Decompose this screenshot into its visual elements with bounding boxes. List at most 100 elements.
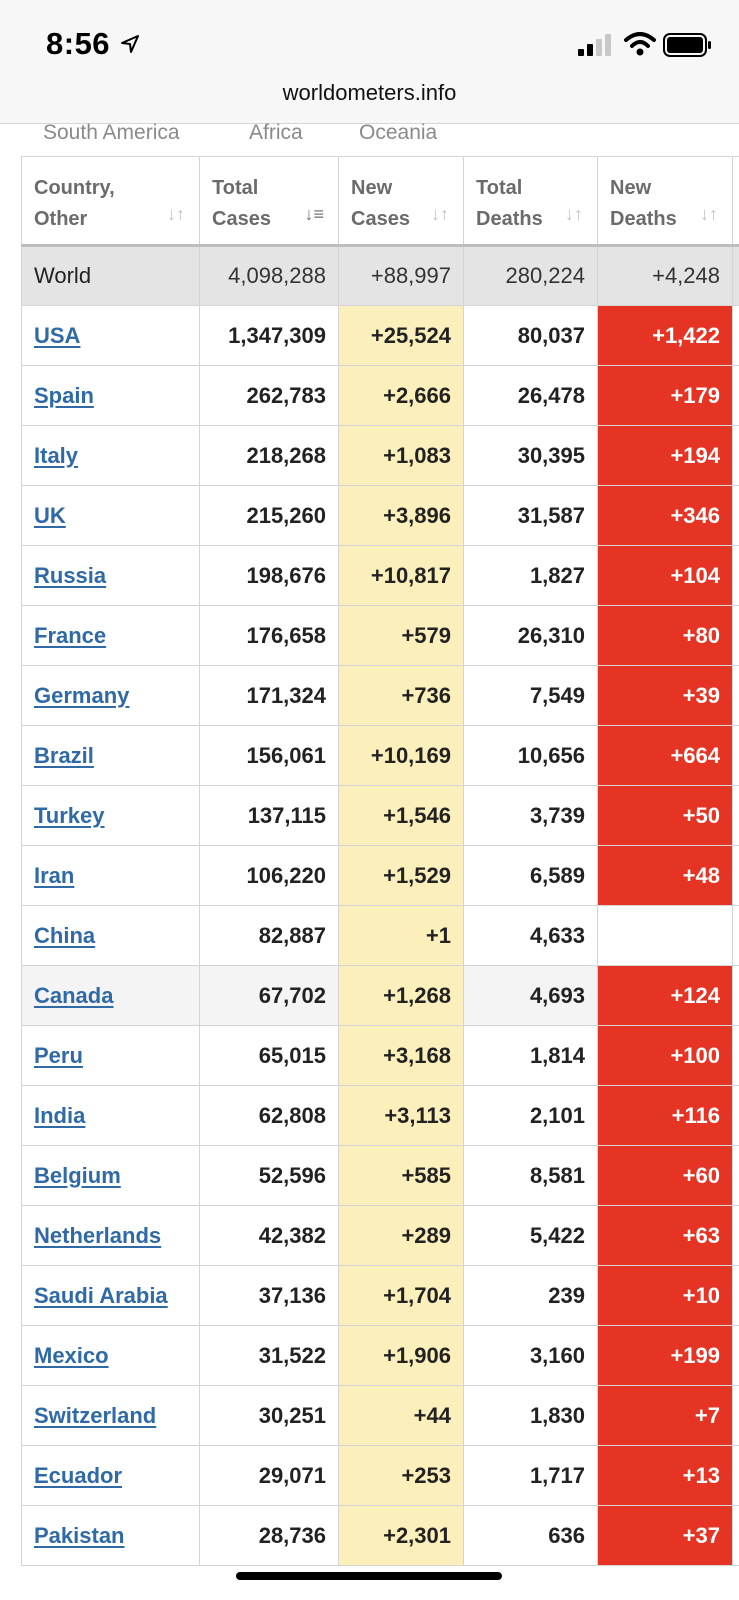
- total-deaths-cell: 80,037: [463, 305, 598, 366]
- country-link[interactable]: Saudi Arabia: [34, 1282, 168, 1308]
- country-link[interactable]: China: [34, 922, 96, 948]
- total-cases-cell: 176,658: [199, 605, 339, 666]
- new-deaths-cell: +1,422: [597, 305, 733, 366]
- new-deaths-cell: +104: [597, 545, 733, 606]
- country-cell: Pakistan: [21, 1505, 200, 1566]
- header-total-cases[interactable]: Total Cases ↓≡: [199, 156, 339, 247]
- new-cases-cell: +579: [338, 605, 464, 666]
- header-new-deaths[interactable]: New Deaths ↓↑: [597, 156, 733, 247]
- new-deaths-cell: +13: [597, 1445, 733, 1506]
- new-cases-cell: +253: [338, 1445, 464, 1506]
- header-country-label-2: Other: [34, 208, 88, 230]
- country-cell: Italy: [21, 425, 200, 486]
- country-link[interactable]: India: [34, 1102, 86, 1128]
- country-link[interactable]: Spain: [34, 382, 94, 408]
- country-link[interactable]: Mexico: [34, 1342, 109, 1368]
- country-cell: Switzerland: [21, 1385, 200, 1446]
- new-cases-cell: +44: [338, 1385, 464, 1446]
- country-link[interactable]: Peru: [34, 1042, 83, 1068]
- total-deaths-cell: 30,395: [463, 425, 598, 486]
- home-indicator[interactable]: [236, 1572, 502, 1580]
- overflow-cell: [732, 845, 739, 906]
- country-link[interactable]: Pakistan: [34, 1522, 125, 1548]
- overflow-cell: [732, 665, 739, 726]
- address-bar[interactable]: worldometers.info: [0, 72, 739, 124]
- overflow-cell: [732, 1085, 739, 1146]
- country-link[interactable]: Switzerland: [34, 1402, 157, 1428]
- country-link[interactable]: Brazil: [34, 742, 94, 768]
- new-cases-cell: +25,524: [338, 305, 464, 366]
- overflow-cell: [732, 725, 739, 786]
- header-deaths-label-2: Deaths: [476, 208, 543, 230]
- world-total-cases: 4,098,288: [199, 245, 339, 306]
- table-row: Germany 171,324 +736 7,549 +39: [21, 665, 739, 726]
- new-deaths-cell: +100: [597, 1025, 733, 1086]
- country-cell: Saudi Arabia: [21, 1265, 200, 1326]
- world-new-cases: +88,997: [338, 245, 464, 306]
- total-deaths-cell: 7,549: [463, 665, 598, 726]
- country-link[interactable]: Turkey: [34, 802, 105, 828]
- country-link[interactable]: Italy: [34, 442, 79, 468]
- total-cases-cell: 37,136: [199, 1265, 339, 1326]
- location-arrow-icon: [121, 35, 139, 53]
- overflow-cell: [732, 1265, 739, 1326]
- tab-africa[interactable]: Africa: [249, 121, 303, 144]
- total-deaths-cell: 4,693: [463, 965, 598, 1026]
- tab-south-america[interactable]: South America: [43, 121, 180, 144]
- table-row: Iran 106,220 +1,529 6,589 +48: [21, 845, 739, 906]
- covid-table-container: Country, Other ↓↑ Total Cases ↓≡ New Cas…: [21, 156, 739, 1566]
- overflow-cell: [732, 785, 739, 846]
- total-cases-cell: 82,887: [199, 905, 339, 966]
- new-deaths-cell: +48: [597, 845, 733, 906]
- total-deaths-cell: 3,160: [463, 1325, 598, 1386]
- header-deaths-label-1: Total: [476, 177, 523, 199]
- new-deaths-cell: +124: [597, 965, 733, 1026]
- overflow-cell: [732, 1445, 739, 1506]
- country-link[interactable]: Belgium: [34, 1162, 121, 1188]
- country-cell: France: [21, 605, 200, 666]
- overflow-cell: [732, 1145, 739, 1206]
- total-cases-cell: 30,251: [199, 1385, 339, 1446]
- country-link[interactable]: USA: [34, 322, 81, 348]
- table-row: Netherlands 42,382 +289 5,422 +63: [21, 1205, 739, 1266]
- new-cases-cell: +2,301: [338, 1505, 464, 1566]
- new-deaths-cell: +63: [597, 1205, 733, 1266]
- new-deaths-cell: +37: [597, 1505, 733, 1566]
- sort-descending-icon: ↓≡: [304, 204, 324, 224]
- new-cases-cell: +10,169: [338, 725, 464, 786]
- country-link[interactable]: Germany: [34, 682, 130, 708]
- total-deaths-cell: 4,633: [463, 905, 598, 966]
- header-country[interactable]: Country, Other ↓↑: [21, 156, 200, 247]
- header-new-cases[interactable]: New Cases ↓↑: [338, 156, 464, 247]
- new-cases-cell: +1,906: [338, 1325, 464, 1386]
- new-cases-cell: +3,113: [338, 1085, 464, 1146]
- total-deaths-cell: 6,589: [463, 845, 598, 906]
- country-cell: USA: [21, 305, 200, 366]
- country-link[interactable]: Russia: [34, 562, 107, 588]
- battery-icon: [663, 33, 711, 57]
- overflow-cell: [732, 1025, 739, 1086]
- country-link[interactable]: Iran: [34, 862, 75, 888]
- new-cases-cell: +1,268: [338, 965, 464, 1026]
- header-newdeaths-label-1: New: [610, 177, 652, 199]
- country-link[interactable]: France: [34, 622, 107, 648]
- total-deaths-cell: 31,587: [463, 485, 598, 546]
- overflow-cell: [732, 1385, 739, 1446]
- country-link[interactable]: Ecuador: [34, 1462, 123, 1488]
- country-cell: Netherlands: [21, 1205, 200, 1266]
- country-link[interactable]: Canada: [34, 982, 114, 1008]
- overflow-cell: [732, 1205, 739, 1266]
- tab-oceania[interactable]: Oceania: [359, 121, 438, 144]
- new-deaths-cell: +50: [597, 785, 733, 846]
- table-row: Pakistan 28,736 +2,301 636 +37: [21, 1505, 739, 1566]
- sort-icon: ↓↑: [431, 204, 449, 224]
- covid-table: Country, Other ↓↑ Total Cases ↓≡ New Cas…: [21, 156, 739, 1566]
- country-cell: Brazil: [21, 725, 200, 786]
- world-total-deaths: 280,224: [463, 245, 598, 306]
- header-total-deaths[interactable]: Total Deaths ↓↑: [463, 156, 598, 247]
- overflow-cell: [732, 905, 739, 966]
- total-cases-cell: 65,015: [199, 1025, 339, 1086]
- country-link[interactable]: Netherlands: [34, 1222, 162, 1248]
- country-link[interactable]: UK: [34, 502, 66, 528]
- world-new-deaths: +4,248: [597, 245, 733, 306]
